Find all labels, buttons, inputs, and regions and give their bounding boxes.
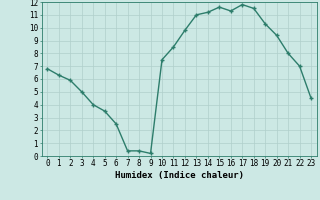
X-axis label: Humidex (Indice chaleur): Humidex (Indice chaleur) <box>115 171 244 180</box>
